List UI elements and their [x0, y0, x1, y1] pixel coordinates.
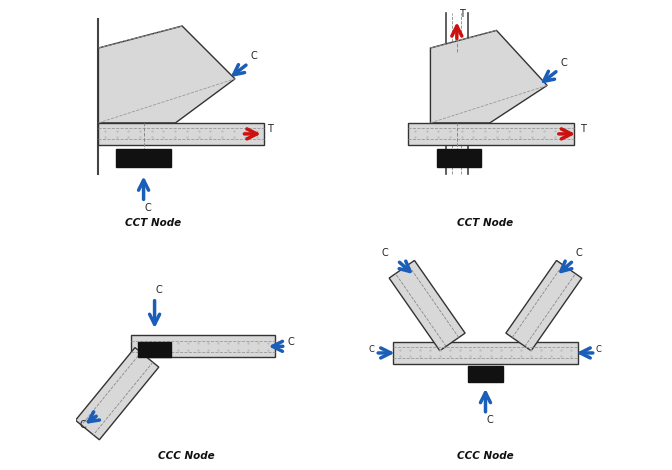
Text: T: T	[459, 9, 465, 19]
Polygon shape	[431, 31, 547, 123]
Text: C: C	[144, 203, 151, 213]
Text: C: C	[487, 415, 493, 425]
Text: C: C	[369, 345, 374, 354]
Text: C: C	[156, 285, 163, 296]
Text: T: T	[580, 124, 586, 133]
Polygon shape	[75, 348, 159, 440]
Text: T: T	[267, 124, 273, 133]
Bar	[138, 342, 171, 357]
Text: C: C	[80, 420, 87, 430]
Text: CCC Node: CCC Node	[457, 451, 514, 461]
Text: CCC Node: CCC Node	[158, 451, 215, 461]
Text: C: C	[382, 248, 388, 258]
Bar	[468, 366, 503, 382]
Polygon shape	[393, 342, 578, 364]
Polygon shape	[98, 123, 263, 145]
Text: CCT Node: CCT Node	[458, 219, 513, 228]
Bar	[116, 149, 171, 167]
Text: C: C	[288, 337, 294, 347]
Polygon shape	[98, 26, 235, 123]
Text: C: C	[576, 248, 583, 258]
Text: CCT Node: CCT Node	[126, 219, 181, 228]
Text: C: C	[595, 345, 601, 354]
Bar	[437, 149, 481, 167]
Polygon shape	[409, 123, 574, 145]
Text: C: C	[560, 58, 567, 68]
Text: C: C	[251, 51, 257, 61]
Polygon shape	[389, 260, 465, 351]
Polygon shape	[506, 260, 582, 351]
Polygon shape	[132, 335, 275, 357]
